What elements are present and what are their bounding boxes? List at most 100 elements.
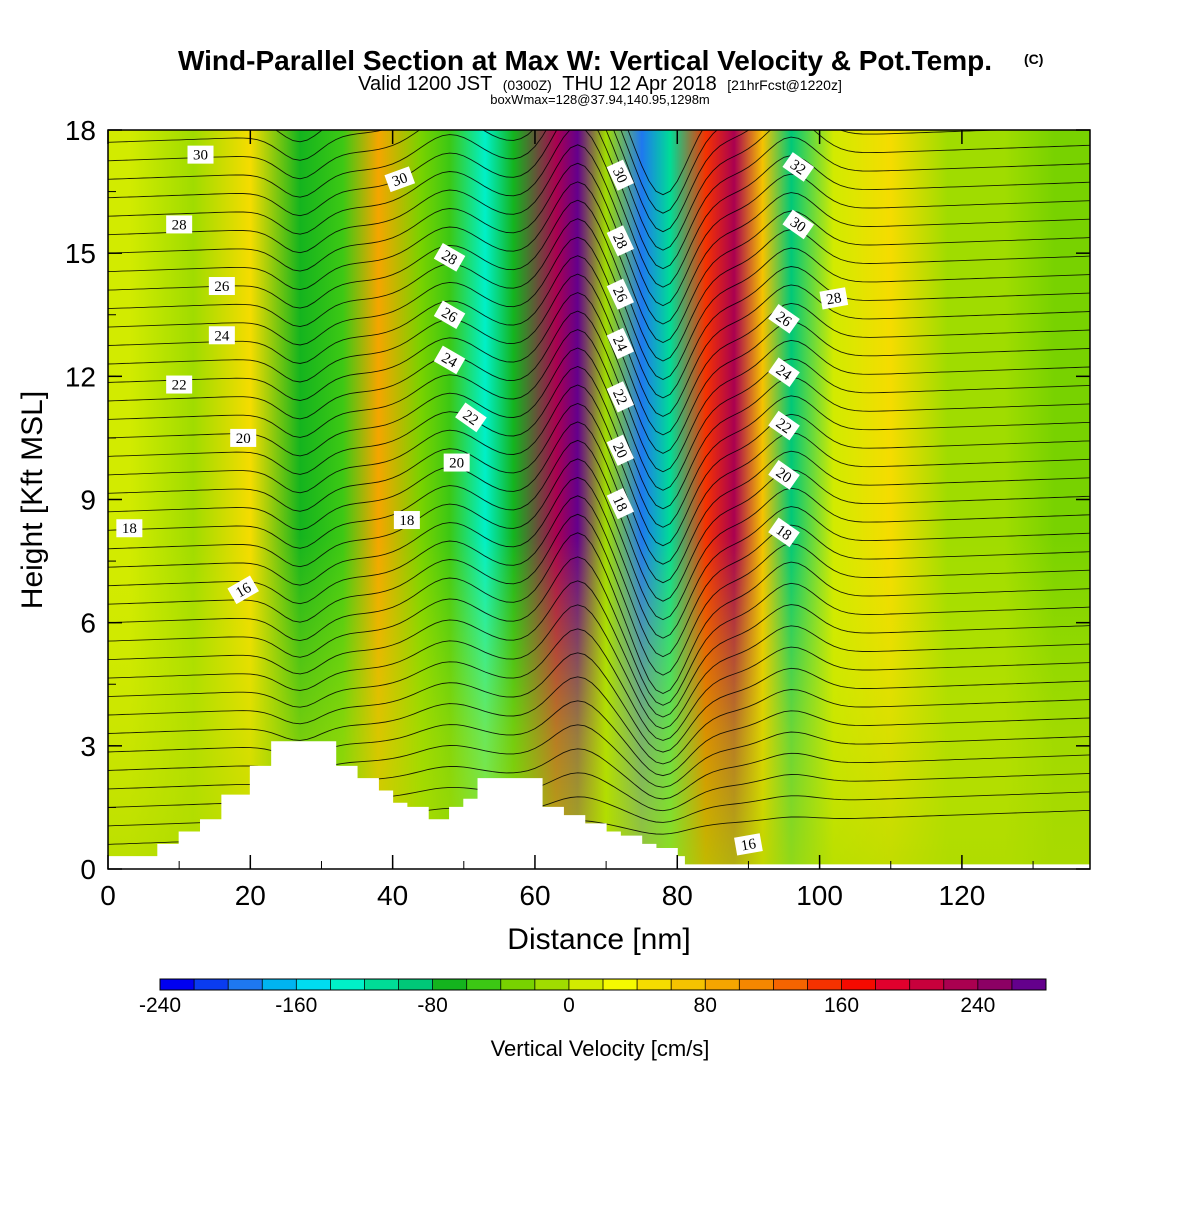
- isentrope-line: [108, 421, 1090, 584]
- contour-label-text: 24: [609, 334, 630, 355]
- contour-label-box: [433, 242, 466, 272]
- colorbar-swatch: [398, 979, 433, 990]
- contour-label: 24: [768, 357, 800, 388]
- colorbar-swatch: [943, 979, 979, 990]
- contour-label-text: 16: [740, 836, 758, 854]
- contour-label-text: 26: [609, 284, 630, 305]
- contour-label: 28: [606, 225, 634, 257]
- contour-label-text: 20: [609, 440, 630, 460]
- contour-label: 22: [606, 381, 634, 413]
- subtitle-date: THU 12 Apr 2018: [562, 73, 717, 95]
- contour-label: 24: [208, 326, 235, 345]
- contour-label-box: [166, 375, 193, 394]
- colorbar-swatch: [228, 979, 263, 990]
- contour-label: 20: [768, 460, 800, 490]
- contour-label-text: 22: [172, 378, 187, 394]
- contour-label-box: [433, 345, 466, 375]
- x-tick-label: 0: [100, 880, 116, 911]
- colorbar-swatch: [466, 979, 502, 990]
- chart-title: Wind-Parallel Section at Max W: Vertical…: [178, 45, 992, 76]
- contour-label-box: [393, 511, 420, 530]
- contour-label: 20: [230, 428, 257, 447]
- x-tick-label: 80: [662, 880, 693, 911]
- chart-box-info: boxWmax=128@37.94,140.95,1298m: [490, 92, 710, 107]
- contour-label-text: 18: [399, 513, 414, 529]
- isentrope-line: [108, 130, 1090, 288]
- colorbar-tick-labels: -240 -160 -80 0 80 160 240: [139, 994, 995, 1017]
- contour-label: 32: [782, 152, 815, 182]
- colorbar-swatch: [534, 979, 570, 990]
- contour-labels: 30 28 26 24 22 20 18 16 30 28 26 24 22 20 18 30 28 26 24 22…: [116, 145, 849, 856]
- colorbar-swatch: [841, 979, 876, 990]
- contour-label-text: 20: [449, 456, 464, 472]
- colorbar-tick-label: -80: [417, 994, 447, 1017]
- contour-label-box: [606, 327, 634, 360]
- plot-area: 30 28 26 24 22 20 18 16 30 28 26 24 22 20 18 30 28 26 24 22…: [108, 130, 1090, 869]
- contour-label-text: 28: [825, 290, 843, 308]
- contour-label: 16: [734, 833, 763, 856]
- colorbar-tick-label: -240: [139, 994, 181, 1017]
- contour-label: 30: [606, 159, 634, 191]
- isentrope-line: [108, 162, 1090, 325]
- contour-label: 24: [606, 327, 634, 360]
- isentrope-line: [108, 439, 1090, 602]
- contour-label-box: [782, 209, 815, 240]
- colorbar-swatch: [364, 979, 399, 990]
- isentrope-line: [108, 130, 1011, 233]
- x-tick-label: 120: [939, 880, 986, 911]
- contour-label-box: [455, 402, 487, 433]
- contour-label: 30: [782, 209, 815, 240]
- contour-label: 30: [384, 166, 416, 193]
- y-tick-label: 9: [80, 485, 96, 516]
- contour-label: 18: [393, 511, 420, 530]
- contour-label-box: [768, 460, 800, 490]
- colorbar-swatch: [194, 979, 229, 990]
- contour-label-text: 24: [214, 328, 230, 344]
- y-tick-label: 15: [65, 238, 96, 269]
- isentrope-line: [108, 513, 1090, 676]
- colorbar: [159, 978, 1047, 991]
- colorbar-tick-label: 0: [563, 994, 575, 1017]
- isentrope-line: [108, 181, 1090, 344]
- contour-label-text: 20: [236, 431, 251, 447]
- contour-label-box: [227, 575, 259, 605]
- contour-label-text: 30: [390, 170, 410, 190]
- isentrope-line: [108, 676, 1090, 765]
- colorbar-swatch: [603, 979, 638, 990]
- isentrope-line: [108, 310, 1090, 473]
- contour-label: 24: [433, 345, 466, 375]
- x-tick-labels: 0 20 40 60 80 100 120: [100, 880, 985, 911]
- lower-level-wash: [108, 130, 1090, 869]
- isentrope-line: [108, 218, 1090, 381]
- contour-label-box: [768, 357, 800, 388]
- colorbar-swatch: [1011, 979, 1047, 990]
- contour-label: 26: [433, 300, 466, 330]
- contour-label-box: [819, 287, 849, 310]
- contour-label-box: [116, 519, 143, 538]
- isentrope-line: [108, 347, 1090, 510]
- isentrope-line: [108, 556, 1090, 706]
- chart-title-mark: (C): [1024, 51, 1043, 67]
- x-tick-label: 100: [796, 880, 843, 911]
- contour-label: 22: [768, 410, 800, 441]
- contour-label-text: 30: [193, 148, 208, 164]
- colorbar-swatch: [977, 979, 1013, 990]
- contour-label-text: 18: [609, 494, 630, 514]
- colorbar-swatch: [637, 979, 672, 990]
- isentrope-line: [108, 580, 1090, 718]
- terrain-mask: [108, 741, 1090, 869]
- colorbar-swatch: [875, 979, 910, 990]
- contour-label-box: [768, 410, 800, 441]
- contour-label: 18: [768, 517, 800, 548]
- colorbar-swatch: [160, 979, 195, 990]
- contour-label-box: [734, 833, 763, 856]
- isentrope-line: [108, 366, 1090, 528]
- y-tick-label: 12: [65, 361, 96, 392]
- contour-label-box: [166, 215, 193, 234]
- contour-label: 30: [187, 145, 214, 164]
- y-tick-label: 3: [80, 731, 96, 762]
- isentrope-line: [108, 384, 1090, 547]
- colorbar-swatch: [262, 979, 297, 990]
- isentrope-line: [108, 236, 1090, 399]
